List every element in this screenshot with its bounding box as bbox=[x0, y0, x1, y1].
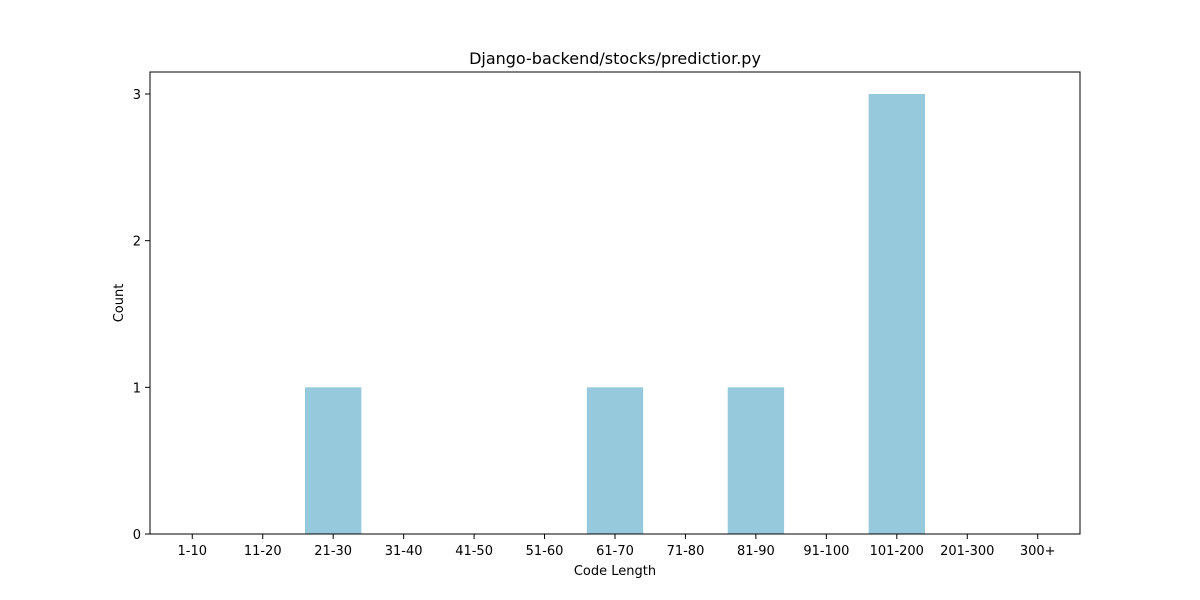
y-tick-label: 1 bbox=[133, 381, 141, 396]
chart-title: Django-backend/stocks/predictior.py bbox=[469, 49, 761, 68]
y-axis-ticks: 0 1 2 3 bbox=[133, 88, 150, 543]
x-tick-label: 201-300 bbox=[940, 544, 994, 559]
x-tick-label: 1-10 bbox=[178, 544, 208, 559]
x-axis-label: Code Length bbox=[574, 564, 656, 579]
y-tick-label: 0 bbox=[133, 528, 141, 543]
x-tick-label: 81-90 bbox=[737, 544, 775, 559]
x-tick-label: 61-70 bbox=[596, 544, 634, 559]
bar-101-200 bbox=[868, 94, 925, 534]
x-tick-label: 300+ bbox=[1020, 544, 1056, 559]
bars-layer bbox=[305, 94, 925, 534]
y-axis-label: Count bbox=[112, 284, 127, 323]
x-tick-label: 51-60 bbox=[526, 544, 564, 559]
bar-21-30 bbox=[305, 387, 362, 534]
x-axis-ticks: 1-10 11-20 21-30 31-40 41-50 51-60 61-70 71-80 8… bbox=[178, 534, 1056, 559]
x-tick-label: 91-100 bbox=[803, 544, 849, 559]
x-tick-label: 11-20 bbox=[244, 544, 282, 559]
bar-81-90 bbox=[727, 387, 785, 534]
y-tick-label: 3 bbox=[133, 88, 141, 103]
y-tick-label: 2 bbox=[133, 235, 141, 250]
x-tick-label: 21-30 bbox=[314, 544, 352, 559]
x-tick-label: 101-200 bbox=[870, 544, 924, 559]
x-tick-label: 31-40 bbox=[385, 544, 423, 559]
x-tick-label: 71-80 bbox=[667, 544, 705, 559]
bar-61-70 bbox=[586, 387, 644, 534]
x-tick-label: 41-50 bbox=[455, 544, 493, 559]
